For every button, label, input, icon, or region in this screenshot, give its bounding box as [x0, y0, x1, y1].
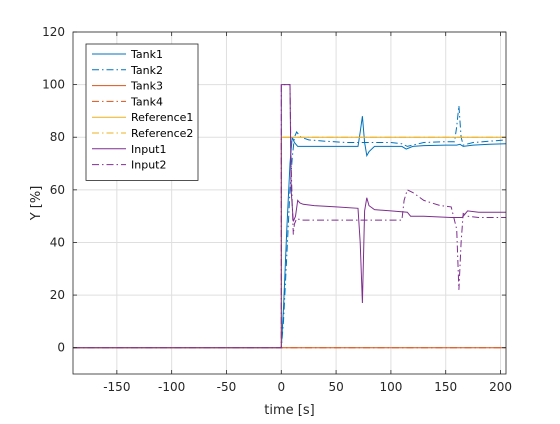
y-axis-label: Y [%] — [29, 186, 44, 222]
legend-entry: Reference1 — [131, 111, 193, 124]
axes-frame — [72, 31, 507, 375]
y-tick-label: 60 — [50, 183, 65, 197]
legend-entry: Input2 — [131, 159, 166, 172]
legend-entry: Tank3 — [130, 80, 163, 93]
x-tick-label: 150 — [434, 380, 457, 394]
legend-entry: Reference2 — [131, 127, 193, 140]
y-tick-label: 40 — [50, 235, 65, 249]
legend-entry: Tank4 — [130, 95, 163, 108]
series-line-input1 — [73, 84, 506, 349]
x-axis-label: time [s] — [264, 403, 314, 418]
y-tick-label: 80 — [50, 130, 65, 144]
series-line-tank1 — [73, 116, 507, 349]
series-line-input2 — [73, 84, 506, 349]
y-tick-label: 120 — [42, 25, 65, 39]
y-tick-label: 0 — [57, 341, 65, 355]
legend-entry: Tank2 — [130, 64, 163, 77]
x-tick-label: -150 — [103, 380, 130, 394]
x-tick-label: 50 — [328, 380, 343, 394]
x-tick-label: -100 — [158, 380, 185, 394]
legend-entry: Input1 — [131, 143, 166, 156]
x-tick-label: 0 — [277, 380, 285, 394]
legend-entry: Tank1 — [130, 48, 163, 61]
x-tick-label: -50 — [217, 380, 237, 394]
x-tick-label: 100 — [379, 380, 402, 394]
y-tick-label: 20 — [50, 288, 65, 302]
y-tick-label: 100 — [42, 78, 65, 92]
legend-box — [85, 43, 199, 181]
x-tick-label: 200 — [489, 380, 512, 394]
series-line-tank2 — [73, 105, 507, 349]
